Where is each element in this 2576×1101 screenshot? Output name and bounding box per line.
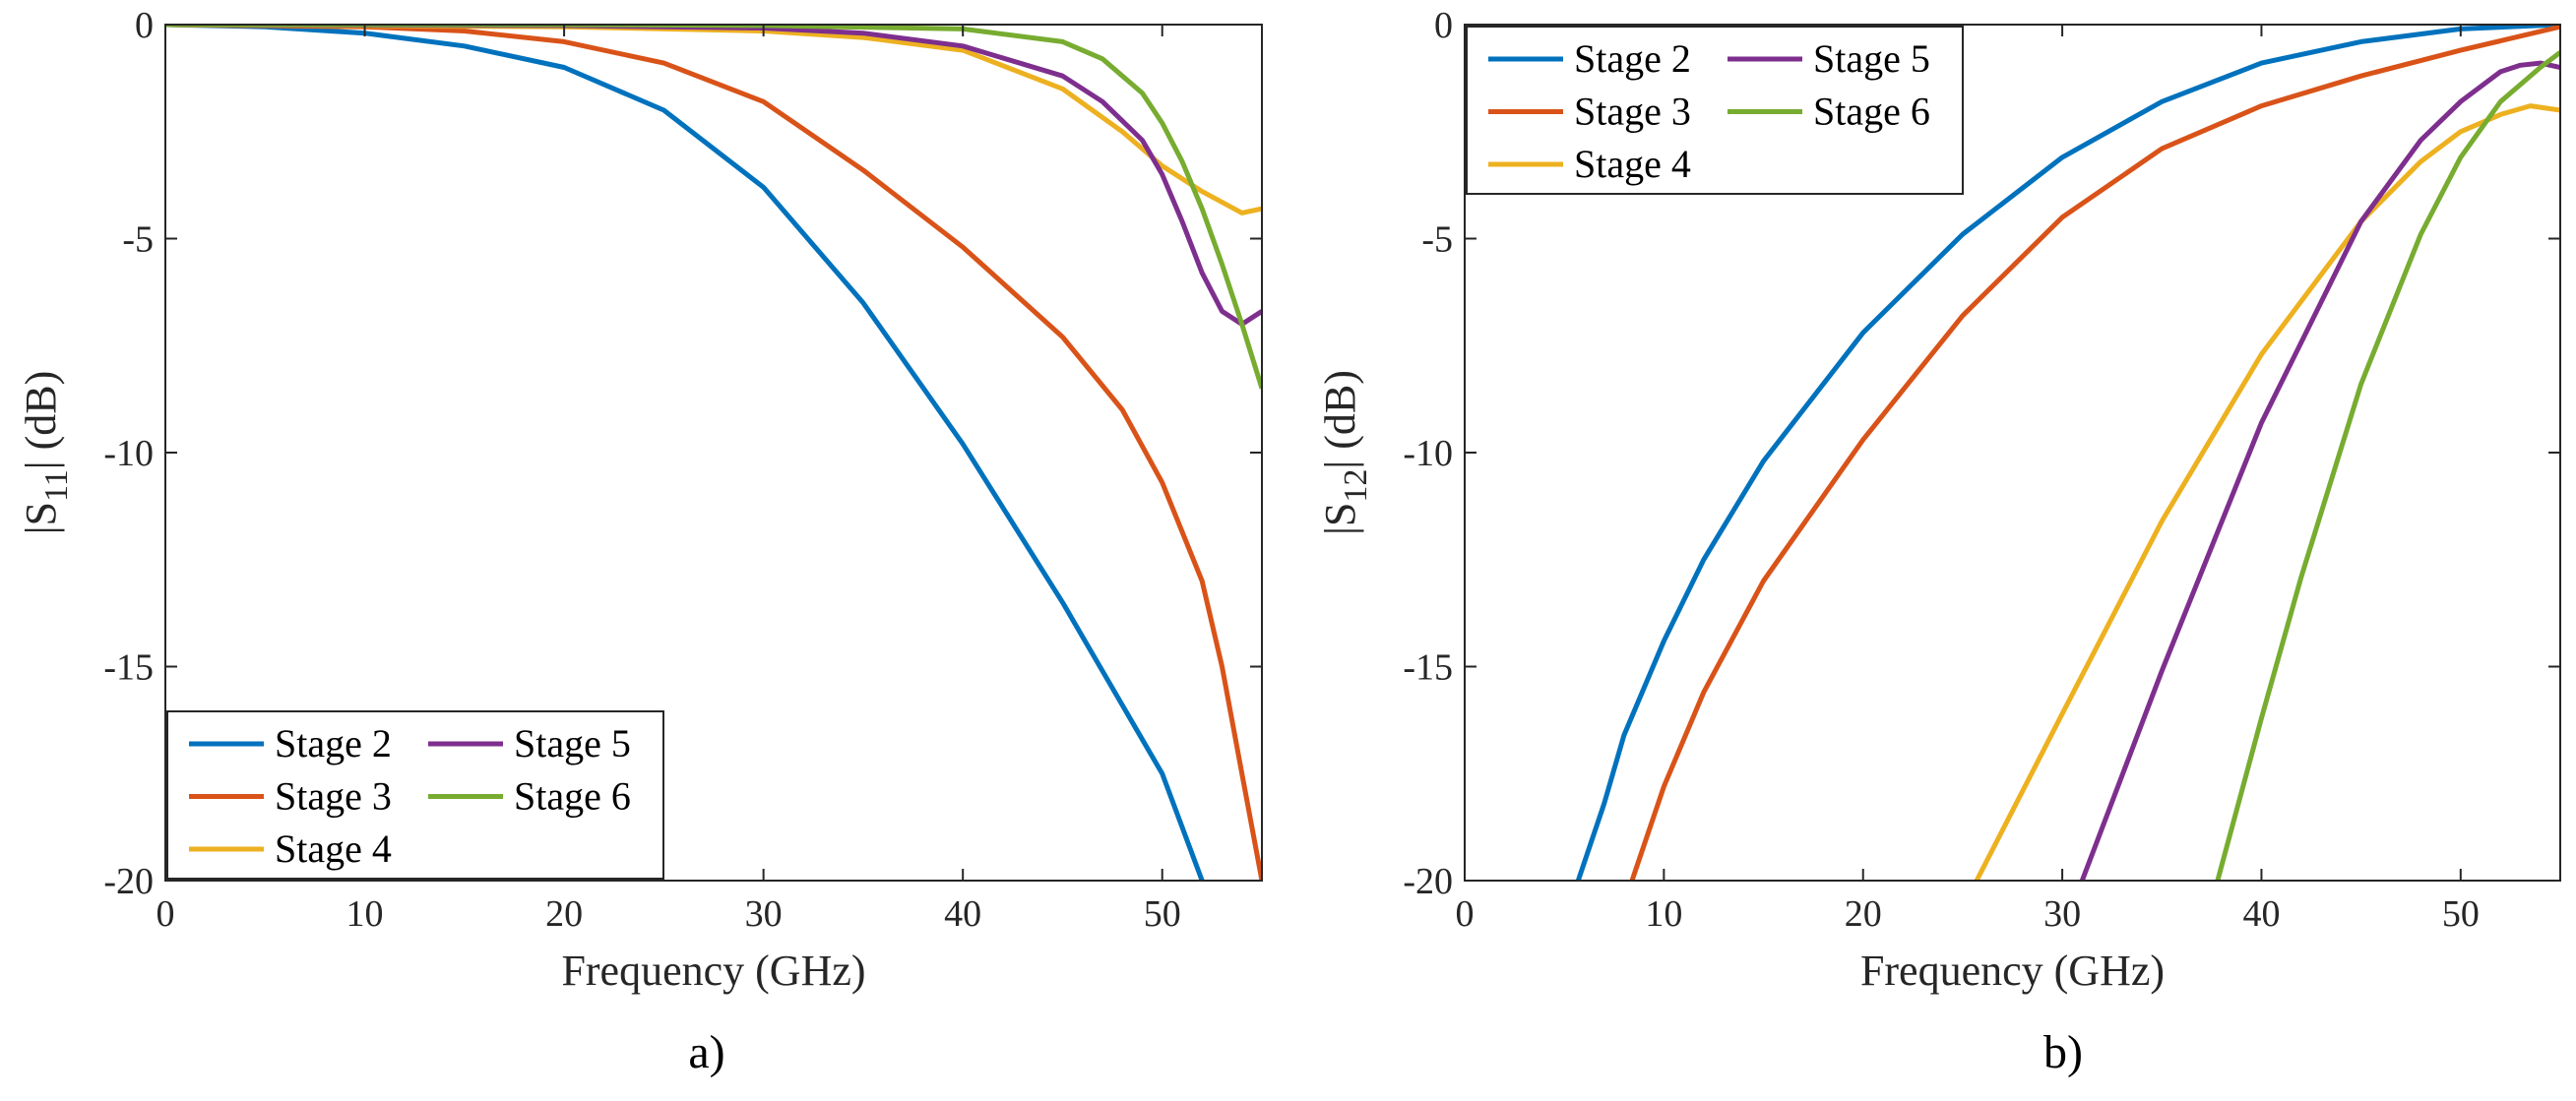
x-axis-label: Frequency (GHz) — [1860, 947, 2165, 995]
y-axis-label: |S11| (dB) — [17, 371, 75, 535]
y-tick-label: 0 — [1434, 5, 1453, 46]
series-line-stage-3 — [1629, 25, 2560, 881]
legend-label: Stage 5 — [514, 721, 631, 765]
y-axis-label: |S12| (dB) — [1316, 370, 1374, 535]
panel-label: b) — [2043, 1026, 2083, 1078]
legend-label: Stage 2 — [1574, 36, 1691, 81]
series-line-stage-6 — [2215, 50, 2560, 881]
series-line-stage-5 — [165, 25, 1262, 327]
x-tick-label: 30 — [745, 893, 783, 935]
y-tick-label: -10 — [1403, 433, 1453, 474]
series-group — [1575, 25, 2560, 881]
legend-label: Stage 4 — [275, 826, 392, 871]
series-line-stage-2 — [1575, 25, 2560, 881]
x-tick-label: 40 — [944, 893, 981, 935]
legend-label: Stage 3 — [275, 774, 392, 819]
series-line-stage-6 — [165, 25, 1262, 390]
x-tick-label: 0 — [157, 893, 175, 935]
y-tick-label: -20 — [1403, 861, 1453, 902]
y-tick-label: 0 — [135, 5, 154, 46]
legend: Stage 2 Stage 3 Stage 4 Stage 5 Stage 6 — [166, 710, 664, 880]
legend-label: Stage 5 — [1813, 36, 1930, 81]
x-tick-label: 30 — [2043, 893, 2081, 935]
legend-label: Stage 3 — [1574, 90, 1691, 134]
series-line-stage-3 — [165, 25, 1262, 881]
y-tick-label: -5 — [122, 219, 154, 261]
x-tick-label: 50 — [1144, 893, 1181, 935]
x-tick-label: 20 — [545, 893, 583, 935]
legend-label: Stage 6 — [514, 774, 631, 819]
x-tick-label: 0 — [1456, 893, 1475, 935]
x-axis-label: Frequency (GHz) — [561, 947, 865, 995]
chart-s11: 0 10 20 30 40 50 0 -5 -10 -15 -20 Frequency (GHz) |S… — [17, 5, 1263, 1078]
panel-label: a) — [688, 1026, 724, 1078]
legend-label: Stage 6 — [1813, 90, 1930, 134]
series-line-stage-2 — [165, 25, 1205, 881]
chart-s12: 0 10 20 30 40 50 0 -5 -10 -15 -20 Frequency (GHz) |S… — [1316, 5, 2561, 1078]
x-tick-label: 10 — [1645, 893, 1682, 935]
series-line-stage-4 — [165, 25, 1262, 215]
y-tick-label: -15 — [103, 647, 154, 689]
legend-label: Stage 4 — [1574, 142, 1691, 186]
legend: Stage 2 Stage 3 Stage 4 Stage 5 Stage 6 — [1466, 26, 1964, 195]
x-tick-label: 50 — [2442, 893, 2480, 935]
x-tick-label: 40 — [2242, 893, 2280, 935]
x-tick-label: 20 — [1845, 893, 1882, 935]
y-tick-label: -20 — [103, 861, 154, 902]
y-tick-label: -15 — [1403, 647, 1453, 689]
y-tick-label: -5 — [1421, 219, 1453, 261]
series-line-stage-4 — [1974, 103, 2560, 881]
series-line-stage-5 — [2079, 60, 2560, 881]
x-tick-label: 10 — [346, 893, 384, 935]
y-tick-label: -10 — [103, 433, 154, 474]
legend-label: Stage 2 — [275, 721, 392, 765]
